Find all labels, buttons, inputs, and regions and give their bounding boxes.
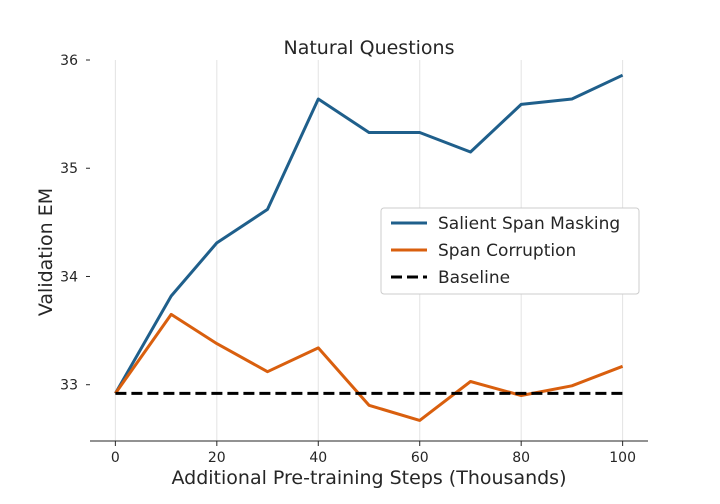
y-tick-label: 36	[60, 53, 78, 69]
y-tick-label: 34	[60, 269, 78, 285]
legend-label-span-corruption: Span Corruption	[438, 241, 576, 261]
y-tick-label: 33	[60, 378, 78, 394]
legend-frame	[380, 207, 640, 295]
x-tick-label: 100	[609, 450, 636, 466]
legend-label-salient-span-masking: Salient Span Masking	[438, 214, 620, 234]
series-salient-span-masking-line	[114, 73, 624, 395]
y-tick-label: 35	[60, 161, 78, 177]
x-tick-label: 40	[309, 450, 327, 466]
series-span-corruption-line	[114, 312, 624, 422]
x-axis-label: Additional Pre-training Steps (Thousands…	[171, 467, 566, 489]
legend: Salient Span Masking Span Corruption Basel…	[380, 207, 640, 295]
tick-labels: 0 20 40 60 80 100 33 34 35 36	[60, 53, 636, 466]
series	[114, 73, 624, 422]
x-tick-label: 0	[111, 450, 120, 466]
x-tick-label: 60	[411, 450, 429, 466]
y-axis-label: Validation EM	[35, 188, 57, 316]
x-tick-label: 20	[208, 450, 226, 466]
legend-label-baseline: Baseline	[438, 268, 510, 288]
x-tick-label: 80	[512, 450, 530, 466]
chart-title: Natural Questions	[284, 37, 455, 59]
